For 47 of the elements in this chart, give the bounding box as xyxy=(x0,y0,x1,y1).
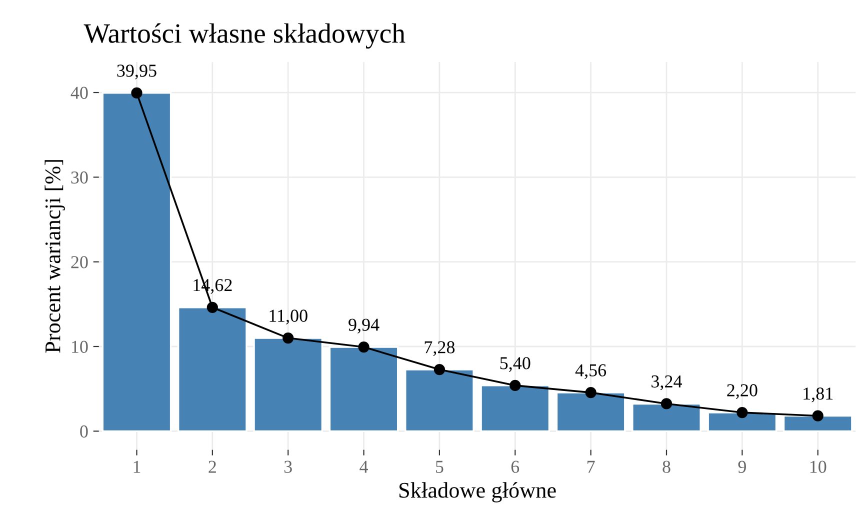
data-label: 2,20 xyxy=(727,384,758,399)
x-tick-label: 10 xyxy=(810,460,826,473)
y-axis-title: Procent wariancji [%] xyxy=(44,160,65,353)
bar xyxy=(178,306,248,432)
bar xyxy=(782,415,853,432)
data-label: 5,40 xyxy=(500,357,530,372)
y-tick-label: 0 xyxy=(80,425,88,438)
point xyxy=(585,387,596,398)
y-tick-label: 20 xyxy=(71,256,88,268)
data-label: 3,24 xyxy=(652,375,682,390)
bar xyxy=(253,337,323,432)
bar xyxy=(556,392,626,432)
y-tick-label: 40 xyxy=(70,86,88,99)
bar xyxy=(328,346,399,432)
point xyxy=(510,380,521,392)
data-label: 9,94 xyxy=(348,318,380,334)
data-label: 11,00 xyxy=(270,310,308,324)
point xyxy=(206,302,218,313)
data-label: 4,56 xyxy=(575,364,606,379)
point xyxy=(282,332,294,344)
bar xyxy=(102,92,172,432)
x-tick-label: 7 xyxy=(587,460,595,473)
bar xyxy=(707,412,778,432)
bar xyxy=(632,402,702,432)
data-label: 39,95 xyxy=(117,64,156,80)
data-label: 1,81 xyxy=(804,387,833,402)
x-tick-label: 8 xyxy=(662,460,670,473)
bar xyxy=(404,368,474,432)
point xyxy=(660,398,672,410)
point xyxy=(358,341,370,353)
x-tick-label: 6 xyxy=(511,460,520,473)
x-axis-title: Składowe główne xyxy=(399,482,556,502)
data-label: 7,28 xyxy=(424,341,455,356)
point xyxy=(812,410,824,422)
point xyxy=(736,406,748,418)
chart-title: Wartości własne składowych xyxy=(84,23,406,49)
x-tick-label: 2 xyxy=(208,460,216,473)
y-tick-label: 30 xyxy=(71,171,88,184)
y-tick-label: 10 xyxy=(72,340,88,353)
x-tick-label: 4 xyxy=(360,460,368,473)
point xyxy=(434,364,446,376)
x-tick-label: 3 xyxy=(284,460,292,473)
x-tick-label: 5 xyxy=(436,460,444,473)
point xyxy=(131,87,142,98)
x-tick-label: 1 xyxy=(134,460,140,473)
x-tick-label: 9 xyxy=(738,460,746,473)
bar xyxy=(480,384,550,432)
